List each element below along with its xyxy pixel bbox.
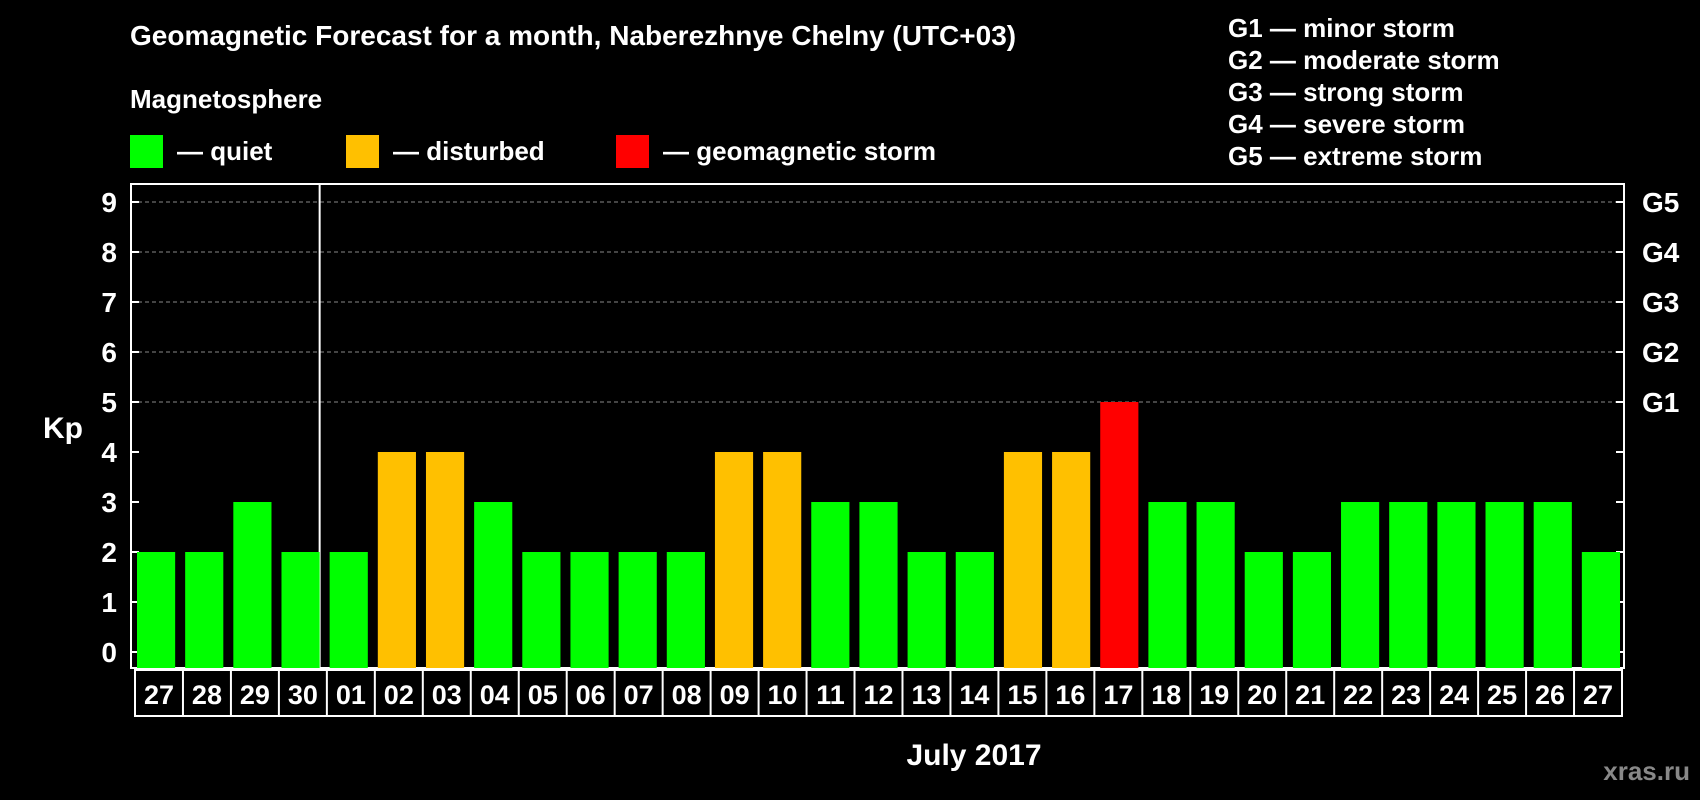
y-tick-label-3: 3 [101, 487, 117, 518]
kp-bar [1389, 502, 1428, 668]
storm-scale-g3: G3 — strong storm [1228, 77, 1464, 107]
kp-bar [1196, 502, 1235, 668]
kp-bar [907, 552, 946, 668]
x-tick-label: 11 [816, 680, 845, 710]
kp-bar [1437, 502, 1476, 668]
kp-bar [1485, 502, 1524, 668]
kp-bar [763, 452, 802, 668]
legend-quiet-label: — quiet [177, 135, 273, 166]
x-tick-label: 17 [1103, 680, 1133, 710]
kp-bar [859, 502, 898, 668]
storm-scale-legend: G1 — minor storm G2 — moderate storm G3 … [1228, 12, 1500, 172]
g-level-label-g1: G1 [1642, 387, 1679, 418]
y-axis-label: Kp [43, 412, 83, 445]
x-tick-label: 07 [624, 680, 654, 710]
legend-quiet-swatch [130, 134, 163, 168]
legend-disturbed-label: — disturbed [393, 135, 545, 166]
x-tick-label: 04 [480, 680, 510, 710]
kp-bar [618, 552, 657, 668]
x-tick-label: 27 [1583, 680, 1613, 710]
kp-bar [425, 452, 465, 668]
kp-bar [1244, 552, 1283, 668]
x-tick-label: 22 [1343, 680, 1373, 710]
kp-bar [185, 552, 224, 668]
kp-bar [955, 552, 994, 668]
y-tick-label-5: 5 [101, 387, 117, 418]
g-level-label-g5: G5 [1642, 187, 1679, 218]
kp-bar [1100, 402, 1139, 668]
kp-bar [1533, 502, 1572, 668]
x-tick-label: 06 [576, 680, 606, 710]
g-level-label-g4: G4 [1642, 237, 1680, 268]
kp-bar [522, 552, 561, 668]
x-tick-label: 21 [1295, 680, 1325, 710]
kp-bar [1052, 452, 1091, 668]
storm-scale-g1: G1 — minor storm [1228, 13, 1455, 43]
chart-title: Geomagnetic Forecast for a month, Nabere… [130, 20, 1017, 51]
kp-bar [714, 452, 754, 668]
x-tick-label: 08 [672, 680, 702, 710]
y-tick-label-1: 1 [101, 587, 117, 618]
x-tick-label: 30 [288, 680, 318, 710]
kp-bar [281, 552, 320, 668]
x-tick-label: 20 [1247, 680, 1277, 710]
x-tick-label: 12 [863, 680, 893, 710]
x-tick-label: 14 [959, 680, 989, 710]
kp-bar [329, 552, 368, 668]
y-tick-label-6: 6 [101, 337, 117, 368]
kp-bar [570, 552, 609, 668]
kp-bar [1581, 552, 1620, 668]
x-tick-label: 10 [768, 680, 798, 710]
x-tick-label: 24 [1439, 680, 1469, 710]
y-tick-label-2: 2 [101, 537, 117, 568]
x-tick-label: 16 [1055, 680, 1085, 710]
x-tick-label: 01 [336, 680, 366, 710]
x-tick-label: 25 [1487, 680, 1517, 710]
y-tick-label-8: 8 [101, 237, 117, 268]
y-tick-label-4: 4 [101, 437, 117, 468]
legend-quiet: — quiet [130, 134, 272, 168]
kp-bar [377, 452, 416, 668]
kp-bar [1341, 502, 1380, 668]
x-tick-label: 29 [240, 680, 270, 710]
x-tick-label: 05 [528, 680, 558, 710]
legend-storm-label: — geomagnetic storm [663, 135, 937, 166]
x-tick-label: 26 [1535, 680, 1565, 710]
kp-bar [811, 502, 850, 668]
kp-bar [1003, 452, 1043, 668]
kp-bar [1292, 552, 1332, 668]
x-tick-label: 18 [1151, 680, 1181, 710]
kp-bar [137, 552, 176, 668]
x-tick-label: 03 [432, 680, 462, 710]
kp-bar [474, 502, 513, 668]
x-tick-label: 15 [1007, 680, 1037, 710]
g-level-label-g2: G2 [1642, 337, 1679, 368]
storm-scale-g4: G4 — severe storm [1228, 109, 1466, 139]
x-tick-label: 19 [1199, 680, 1229, 710]
kp-bar [233, 502, 272, 668]
magnetosphere-label: Magnetosphere [130, 84, 323, 114]
legend-storm: — geomagnetic storm [616, 134, 936, 168]
watermark: xras.ru [1603, 756, 1690, 786]
x-tick-label: 02 [384, 680, 414, 710]
x-axis-label: July 2017 [906, 739, 1041, 772]
legend-disturbed: — disturbed [346, 134, 545, 168]
kp-bar [1148, 502, 1187, 668]
x-tick-label: 23 [1391, 680, 1421, 710]
x-tick-label: 27 [144, 680, 174, 710]
storm-scale-g2: G2 — moderate storm [1228, 45, 1500, 75]
g-level-label-g3: G3 [1642, 287, 1679, 318]
x-tick-label: 13 [911, 680, 941, 710]
x-tick-label: 09 [720, 680, 750, 710]
kp-bar [666, 552, 705, 668]
legend-disturbed-swatch [346, 134, 379, 168]
y-tick-label-7: 7 [101, 287, 117, 318]
legend-storm-swatch [616, 134, 649, 168]
y-tick-label-0: 0 [101, 637, 117, 668]
x-tick-label: 28 [192, 680, 222, 710]
y-tick-label-9: 9 [101, 187, 117, 218]
x-axis-date-box [134, 669, 1623, 717]
storm-scale-g5: G5 — extreme storm [1228, 141, 1483, 171]
